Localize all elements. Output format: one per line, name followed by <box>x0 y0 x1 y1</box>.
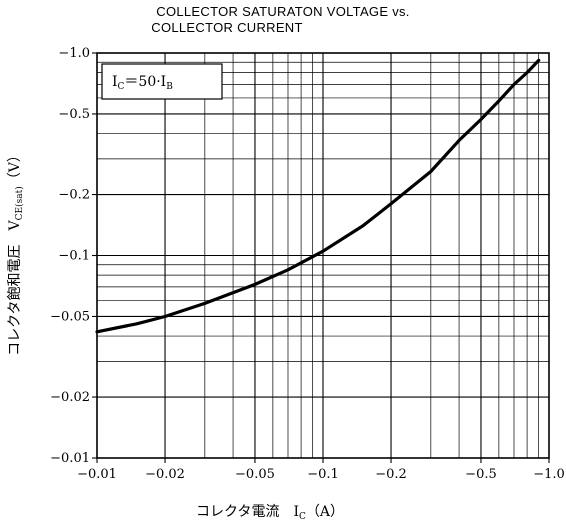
x-tick-label: −0.05 <box>235 467 275 482</box>
y-axis-label: コレクタ飽和電圧 VCE(sat)（V） <box>6 148 25 356</box>
x-tick-label: −0.02 <box>145 467 185 482</box>
y-tick-label: −0.1 <box>58 249 90 264</box>
series-line <box>95 58 541 334</box>
condition-label: IC＝50·IB <box>112 74 173 92</box>
condition-box <box>101 63 223 100</box>
x-tick-label: −0.2 <box>375 467 407 482</box>
y-tick-label: −0.5 <box>58 107 90 122</box>
y-tick-label: −1.0 <box>58 46 90 61</box>
x-tick-labels: −0.01 −0.02 −0.05 −0.1 −0.2 −0.5 −1.0 <box>77 467 565 482</box>
y-tick-label: −0.05 <box>50 309 90 324</box>
x-tick-label: −0.01 <box>77 467 117 482</box>
x-tick-label: −0.5 <box>465 467 497 482</box>
y-tick-label: −0.2 <box>58 188 90 203</box>
axis-ticks <box>92 52 550 463</box>
x-tick-label: −1.0 <box>533 467 565 482</box>
chart-title-line-1: COLLECTOR SATURATON VOLTAGE vs. <box>156 4 410 19</box>
x-axis-label: コレクタ電流 IC（A） <box>196 504 344 522</box>
y-tick-label: −0.02 <box>50 390 90 405</box>
chart-title-line-2: COLLECTOR CURRENT <box>151 20 303 35</box>
y-tick-label: −0.01 <box>50 451 90 466</box>
grid-lines <box>97 53 549 458</box>
x-tick-label: −0.1 <box>307 467 339 482</box>
y-tick-labels: −1.0 −0.5 −0.2 −0.1 −0.05 −0.02 −0.01 <box>50 46 90 466</box>
